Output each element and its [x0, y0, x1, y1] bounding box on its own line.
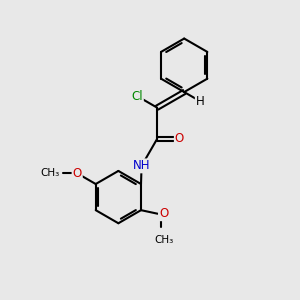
Text: H: H: [196, 95, 205, 108]
Text: O: O: [159, 207, 168, 220]
Text: NH: NH: [133, 159, 150, 172]
Text: CH₃: CH₃: [41, 168, 60, 178]
Text: Cl: Cl: [131, 90, 143, 103]
Text: CH₃: CH₃: [154, 235, 174, 244]
Text: O: O: [73, 167, 82, 180]
Text: O: O: [175, 132, 184, 146]
